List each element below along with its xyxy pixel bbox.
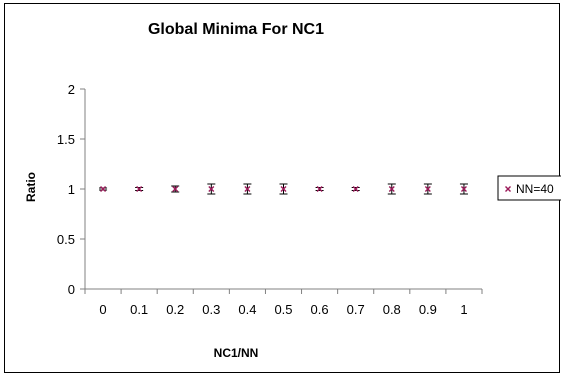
legend-marker — [505, 186, 511, 192]
data-point — [460, 186, 467, 192]
data-point — [172, 186, 179, 192]
x-marker-stroke-b — [460, 186, 467, 192]
x-marker-stroke-b — [316, 186, 323, 192]
y-axis-label: Ratio — [24, 172, 38, 202]
x-marker-icon — [505, 186, 511, 192]
plot-layer: 0 0.5 1 1.5 2 0 0.1 0.2 0.3 0.4 0.5 0.6 0.7 0.8 0.9 1 — [57, 82, 483, 317]
x-tick-label: 0.7 — [347, 302, 365, 317]
y-tick-label: 2 — [68, 82, 75, 97]
x-marker-stroke-b — [280, 186, 287, 192]
legend-series-name: NN=40 — [516, 182, 554, 196]
y-tick-label: 0 — [68, 282, 75, 297]
data-point — [280, 186, 287, 192]
data-point — [352, 186, 359, 192]
x-marker-stroke-b — [172, 186, 179, 192]
x-marker-stroke-b — [136, 186, 143, 192]
x-marker-stroke-b — [100, 186, 107, 192]
x-tick-label: 0.6 — [311, 302, 329, 317]
x-tick-label: 0.3 — [202, 302, 220, 317]
x-tick-label: 0 — [99, 302, 106, 317]
data-point — [100, 186, 107, 192]
data-point — [244, 186, 251, 192]
x-tick-label: 0.1 — [130, 302, 148, 317]
data-point — [208, 186, 215, 192]
x-axis-label: NC1/NN — [214, 346, 259, 360]
x-tick-label: 0.4 — [238, 302, 256, 317]
x-marker-stroke-b — [208, 186, 215, 192]
data-point — [136, 186, 143, 192]
x-tick-label: 0.8 — [383, 302, 401, 317]
x-marker-stroke-b — [244, 186, 251, 192]
chart-area: Global Minima For NC1 NC1/NN Ratio 0 0.5 1… — [4, 3, 561, 373]
legend: NN=40 — [497, 175, 561, 201]
x-tick-label: 0.5 — [274, 302, 292, 317]
y-tick-label: 1.5 — [57, 132, 75, 147]
chart-title: Global Minima For NC1 — [148, 21, 324, 38]
x-tick-label: 1 — [460, 302, 467, 317]
x-tick-label: 0.9 — [419, 302, 437, 317]
x-tick-label: 0.2 — [166, 302, 184, 317]
data-point — [424, 186, 431, 192]
x-marker-stroke-b — [352, 186, 359, 192]
data-point — [316, 186, 323, 192]
y-tick-label: 0.5 — [57, 232, 75, 247]
chart-svg: Global Minima For NC1 NC1/NN Ratio 0 0.5 1… — [24, 21, 561, 360]
data-point — [388, 186, 395, 192]
y-tick-label: 1 — [68, 182, 75, 197]
x-marker-stroke-b — [388, 186, 395, 192]
x-marker-stroke-b — [424, 186, 431, 192]
